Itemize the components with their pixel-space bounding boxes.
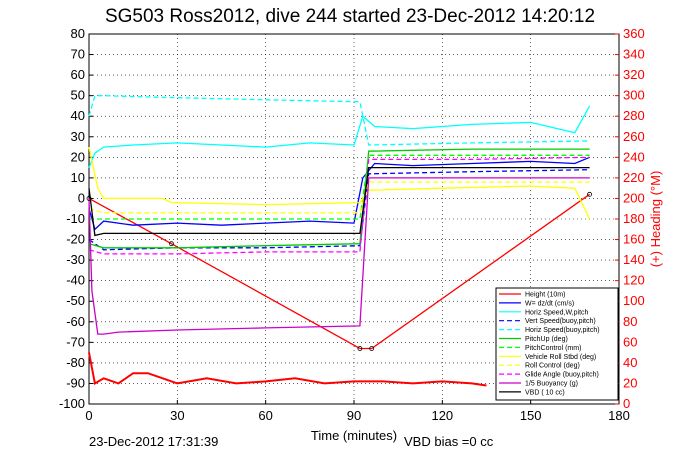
legend-label: Height (10m) (525, 292, 565, 299)
left-tick-label: -100 (59, 396, 85, 411)
left-tick-label: 50 (71, 88, 85, 103)
left-tick-label: -40 (66, 273, 85, 288)
left-tick-label: 80 (71, 26, 85, 41)
legend-label: Roll Control (deg) (525, 363, 580, 370)
legend-label: VBD ( 10 cc) (525, 389, 565, 396)
right-axis: 3603403203002802602402202001801601401201… (615, 26, 645, 411)
left-tick-label: -30 (66, 252, 85, 267)
series-line-vroll (88, 146, 591, 220)
chart-title: SG503 Ross2012, dive 244 started 23-Dec-… (105, 6, 595, 27)
bottom-tick-label: 90 (347, 408, 361, 423)
series-line-height (88, 193, 590, 350)
height-marker (169, 241, 174, 247)
right-tick-label: 280 (623, 108, 645, 123)
legend-label: Glide Angle (buoy,pitch) (525, 372, 599, 379)
legend: Height (10m)W= dz/dt (cm/s) Horiz Speed,W… (495, 287, 619, 401)
left-tick-label: -80 (66, 355, 85, 370)
bottom-tick-label: 30 (170, 408, 184, 423)
left-tick-label: -90 (66, 375, 85, 390)
legend-label: W= dz/dt (cm/s) (525, 300, 574, 307)
right-tick-label: 120 (623, 273, 645, 288)
series-line-hspd (88, 105, 591, 168)
x-axis-label: Time (minutes) (311, 428, 397, 443)
height-marker (587, 191, 592, 197)
series-line-glide (88, 156, 590, 255)
left-tick-label: 70 (71, 47, 85, 62)
left-tick-label: 10 (71, 170, 85, 185)
footer-vbd-bias: VBD bias =0 cc (404, 434, 494, 449)
left-tick-label: -70 (66, 334, 85, 349)
legend-label: PitchControl (mm) (525, 345, 581, 352)
right-tick-label: 80 (623, 314, 637, 329)
series-line-w (88, 156, 590, 231)
series-layer (86, 95, 592, 387)
left-tick-label: 40 (71, 108, 85, 123)
legend-box (495, 287, 619, 401)
series-line-heading (88, 352, 487, 387)
legend-label: PitchUp (deg) (525, 336, 568, 343)
bottom-axis: 0 30 60 90 120 150 180 (85, 400, 630, 423)
bottom-tick-label: 120 (431, 408, 453, 423)
right-tick-label: 60 (623, 334, 637, 349)
bottom-tick-label: 60 (258, 408, 272, 423)
series-line-buoy (88, 177, 590, 335)
series-line-pitchup (88, 148, 590, 249)
series-line-vbd (88, 166, 590, 237)
right-tick-label: 340 (623, 47, 645, 62)
legend-label: Horiz Speed(buoy,pitch) (525, 327, 600, 334)
right-tick-label: 240 (623, 149, 645, 164)
right-tick-label: 180 (623, 211, 645, 226)
left-tick-label: -10 (66, 211, 85, 226)
left-tick-label: 60 (71, 67, 85, 82)
right-tick-label: 300 (623, 88, 645, 103)
bottom-tick-label: 0 (85, 408, 92, 423)
right-tick-label: 260 (623, 129, 645, 144)
left-axis: 80 70 60 50 40 30 20 10 0 -10 -20 -30 -40 -50 -60 -70 -8… (59, 26, 93, 411)
height-marker (369, 346, 375, 351)
series-line-rollctl (88, 181, 590, 214)
height-marker (86, 196, 92, 201)
right-tick-label: 360 (623, 26, 645, 41)
left-tick-label: 0 (78, 190, 85, 205)
series-line-hspd_buoy (88, 95, 590, 146)
right-tick-label: 200 (623, 190, 645, 205)
footer-timestamp: 23-Dec-2012 17:31:39 (89, 434, 218, 449)
series-line-vspd_buoy (88, 169, 590, 251)
left-tick-label: 30 (71, 129, 85, 144)
right-tick-label: 140 (623, 252, 645, 267)
series-line-pitchctl (89, 154, 590, 220)
right-tick-label: 220 (623, 170, 645, 185)
legend-label: Horiz Speed,W,pitch (525, 309, 589, 316)
bottom-tick-label: 150 (520, 408, 542, 423)
legend-label: Vert Speed(buoy,pitch) (525, 318, 596, 325)
right-tick-label: 20 (623, 375, 637, 390)
left-tick-label: 20 (71, 149, 85, 164)
left-tick-label: -60 (66, 314, 85, 329)
right-tick-label: 160 (623, 232, 645, 247)
right-tick-label: 320 (623, 67, 645, 82)
right-axis-label: (+) Heading (°M) (648, 171, 663, 268)
left-tick-label: -50 (66, 293, 85, 308)
legend-label: Vehicle Roll Stbd (deg) (525, 354, 596, 361)
bottom-tick-label: 180 (608, 408, 630, 423)
left-tick-label: -20 (66, 232, 85, 247)
height-marker (357, 346, 363, 351)
right-tick-label: 40 (623, 355, 637, 370)
right-tick-label: 100 (623, 293, 645, 308)
right-tick-label: 0 (623, 396, 630, 411)
legend-label: 1/5 Buoyancy (g) (525, 381, 578, 388)
